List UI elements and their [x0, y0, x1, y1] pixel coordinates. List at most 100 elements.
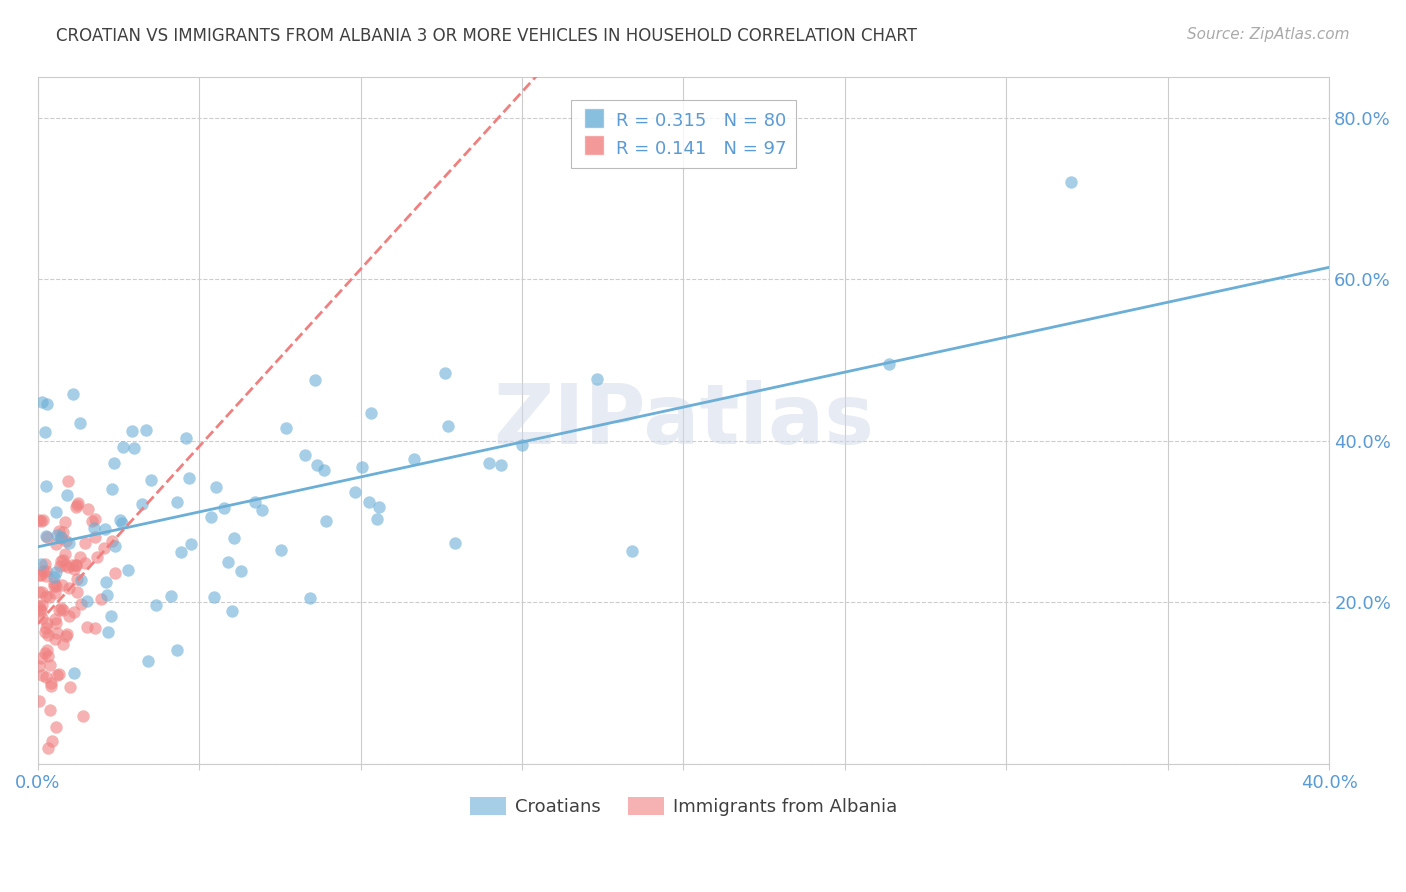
- Point: [30, 604, 52, 618]
- Point: [62, 665, 84, 680]
- Point: [42, 575, 65, 590]
- Point: [274, 421, 297, 435]
- Point: [359, 494, 381, 508]
- Point: [121, 425, 143, 439]
- Point: [32, 564, 55, 578]
- Point: [180, 537, 202, 551]
- Point: [52, 552, 75, 566]
- Point: [166, 495, 188, 509]
- Point: [231, 564, 253, 578]
- Point: [35, 564, 58, 578]
- Point: [160, 589, 183, 603]
- Point: [41, 734, 63, 748]
- Point: [298, 591, 321, 606]
- Point: [65, 558, 87, 572]
- Point: [101, 534, 124, 549]
- Point: [28, 659, 51, 673]
- Point: [34, 646, 56, 660]
- Point: [1060, 176, 1083, 190]
- Point: [136, 654, 159, 668]
- Point: [45, 615, 67, 630]
- Point: [49, 554, 72, 568]
- Point: [49, 530, 72, 544]
- Point: [169, 545, 191, 559]
- Point: [49, 558, 72, 573]
- Point: [31, 394, 53, 409]
- Point: [270, 542, 292, 557]
- Point: [31, 610, 53, 624]
- Point: [34, 624, 56, 639]
- Point: [35, 643, 58, 657]
- Point: [42, 569, 65, 583]
- Point: [31, 585, 53, 599]
- Point: [52, 525, 75, 540]
- Point: [66, 496, 89, 510]
- Point: [76, 620, 98, 634]
- Point: [145, 599, 167, 613]
- Point: [58, 536, 80, 550]
- Point: [202, 590, 225, 604]
- Point: [82, 514, 104, 528]
- Point: [28, 584, 51, 599]
- Point: [48, 667, 70, 681]
- Point: [39, 676, 62, 690]
- Point: [62, 605, 84, 619]
- Point: [55, 515, 77, 529]
- Point: [35, 670, 58, 684]
- Point: [39, 658, 62, 673]
- Point: [93, 523, 115, 537]
- Point: [221, 604, 243, 618]
- Point: [31, 599, 53, 613]
- Point: [104, 566, 127, 580]
- Point: [37, 628, 59, 642]
- Point: [28, 599, 51, 613]
- Point: [366, 511, 388, 525]
- Point: [69, 573, 91, 587]
- Point: [46, 626, 69, 640]
- Point: [28, 601, 51, 615]
- Point: [101, 482, 124, 496]
- Point: [45, 668, 67, 682]
- Point: [444, 536, 467, 550]
- Point: [84, 621, 107, 635]
- Point: [93, 541, 115, 556]
- Point: [37, 530, 59, 544]
- Point: [53, 558, 76, 572]
- Point: [100, 609, 122, 624]
- Point: [312, 463, 335, 477]
- Point: [70, 597, 93, 611]
- Point: [65, 500, 87, 514]
- Point: [58, 608, 80, 623]
- Point: [200, 509, 222, 524]
- Point: [117, 564, 139, 578]
- Point: [30, 514, 52, 528]
- Point: [66, 498, 89, 512]
- Point: [28, 568, 51, 582]
- Point: [404, 451, 426, 466]
- Point: [352, 459, 374, 474]
- Point: [45, 536, 67, 550]
- Point: [62, 387, 84, 401]
- Point: [108, 513, 131, 527]
- Point: [65, 558, 87, 572]
- Point: [294, 448, 316, 462]
- Text: CROATIAN VS IMMIGRANTS FROM ALBANIA 3 OR MORE VEHICLES IN HOUSEHOLD CORRELATION : CROATIAN VS IMMIGRANTS FROM ALBANIA 3 OR…: [56, 27, 917, 45]
- Point: [315, 514, 337, 528]
- Text: Source: ZipAtlas.com: Source: ZipAtlas.com: [1187, 27, 1350, 42]
- Point: [48, 524, 70, 538]
- Point: [49, 531, 72, 545]
- Point: [250, 503, 273, 517]
- Point: [69, 549, 91, 564]
- Point: [212, 500, 235, 515]
- Point: [103, 456, 125, 470]
- Point: [37, 740, 59, 755]
- Point: [343, 485, 366, 500]
- Point: [56, 474, 79, 488]
- Point: [58, 560, 80, 574]
- Point: [305, 458, 328, 473]
- Point: [56, 488, 79, 502]
- Point: [77, 501, 100, 516]
- Point: [478, 456, 501, 470]
- Point: [60, 558, 83, 572]
- Point: [73, 536, 96, 550]
